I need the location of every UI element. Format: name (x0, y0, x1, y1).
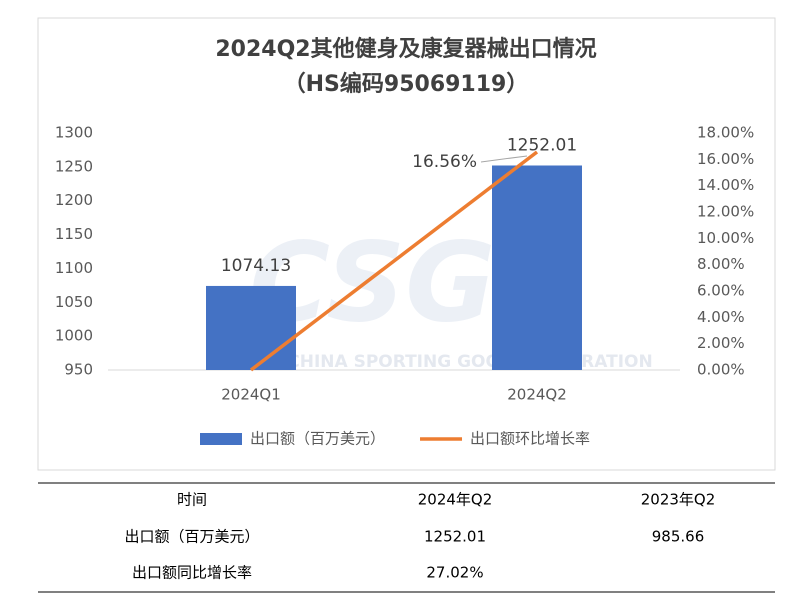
y-tick-label: 1250 (55, 157, 93, 175)
y-tick-label: 1100 (55, 259, 93, 277)
y2-tick-label: 4.00% (697, 308, 745, 326)
chart-subtitle: （HS编码95069119） (284, 71, 529, 97)
label-leader (480, 155, 528, 163)
y-tick-label: 1200 (55, 191, 93, 209)
y-tick-label: 1150 (55, 225, 93, 243)
chart-title: 2024Q2其他健身及康复器械出口情况 (215, 36, 596, 62)
bar-value-label: 1074.13 (221, 256, 291, 276)
y2-tick-label: 16.00% (697, 150, 754, 168)
table-header-cell: 时间 (177, 491, 207, 509)
legend-label: 出口额环比增长率 (470, 430, 590, 448)
table-header-cell: 2024年Q2 (418, 491, 493, 509)
y-tick-label: 1000 (55, 327, 93, 345)
watermark: CHINA SPORTING GOODS FEDERATION (287, 352, 652, 372)
legend-swatch (200, 433, 242, 445)
y-tick-label: 1050 (55, 293, 93, 311)
y2-tick-label: 12.00% (697, 203, 754, 221)
y2-tick-label: 10.00% (697, 229, 754, 247)
bar-value-label: 1252.01 (507, 135, 577, 155)
bar (492, 165, 582, 370)
y-tick-label: 950 (64, 361, 93, 379)
y2-tick-label: 18.00% (697, 124, 754, 142)
bar (206, 285, 296, 370)
table-cell: 985.66 (652, 528, 705, 546)
y2-tick-label: 8.00% (697, 255, 745, 273)
chart-frame (37, 17, 776, 471)
x-tick-label: 2024Q2 (507, 386, 567, 404)
y2-tick-label: 2.00% (697, 334, 745, 352)
table-cell: 27.02% (426, 564, 483, 582)
table-cell: 出口额同比增长率 (132, 564, 252, 582)
x-tick-label: 2024Q1 (221, 386, 281, 404)
line (249, 150, 539, 372)
table-cell: 出口额（百万美元） (124, 528, 259, 546)
line-value-label: 16.56% (412, 152, 477, 172)
legend-label: 出口额（百万美元） (250, 430, 385, 448)
y2-tick-label: 6.00% (697, 282, 745, 300)
table-cell: 1252.01 (424, 528, 486, 546)
table-header-cell: 2023年Q2 (641, 491, 716, 509)
y2-tick-label: 14.00% (697, 176, 754, 194)
y-tick-label: 1300 (55, 124, 93, 142)
y2-tick-label: 0.00% (697, 361, 745, 379)
